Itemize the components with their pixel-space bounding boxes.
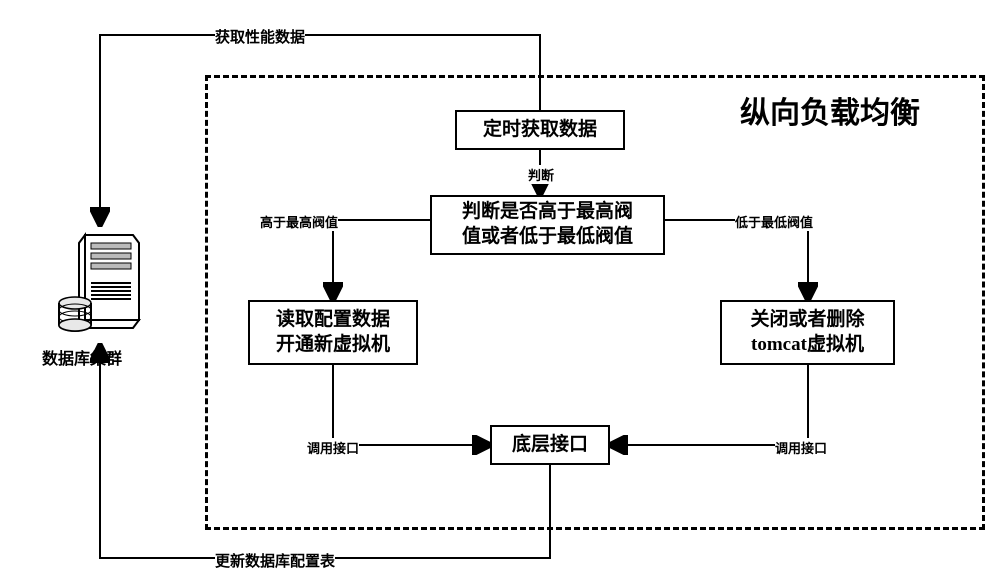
node-interface: 底层接口 [490, 425, 610, 465]
node-timer-label: 定时获取数据 [483, 118, 597, 143]
node-open-vm: 读取配置数据 开通新虚拟机 [248, 300, 418, 365]
node-open-label: 读取配置数据 开通新虚拟机 [276, 308, 390, 357]
diagram-title: 纵向负载均衡 [740, 88, 920, 132]
node-close-label: 关闭或者删除 tomcat虚拟机 [750, 308, 864, 357]
edge-lt-thresh: 低于最低阀值 [735, 212, 813, 231]
edge-call-left: 调用接口 [307, 438, 359, 457]
node-interface-label: 底层接口 [512, 433, 588, 458]
node-timer: 定时获取数据 [455, 110, 625, 150]
edge-update-db: 更新数据库配置表 [215, 550, 335, 571]
edge-get-perf: 获取性能数据 [215, 26, 305, 47]
server-icon [55, 225, 145, 340]
node-judge-label: 判断是否高于最高阀 值或者低于最低阀值 [462, 200, 633, 249]
edge-gt-thresh: 高于最高阀值 [260, 212, 338, 231]
node-close-vm: 关闭或者删除 tomcat虚拟机 [720, 300, 895, 365]
node-judge: 判断是否高于最高阀 值或者低于最低阀值 [430, 195, 665, 255]
edge-call-right: 调用接口 [775, 438, 827, 457]
server-label: 数据库集群 [42, 345, 122, 369]
edge-judge: 判断 [528, 165, 554, 184]
